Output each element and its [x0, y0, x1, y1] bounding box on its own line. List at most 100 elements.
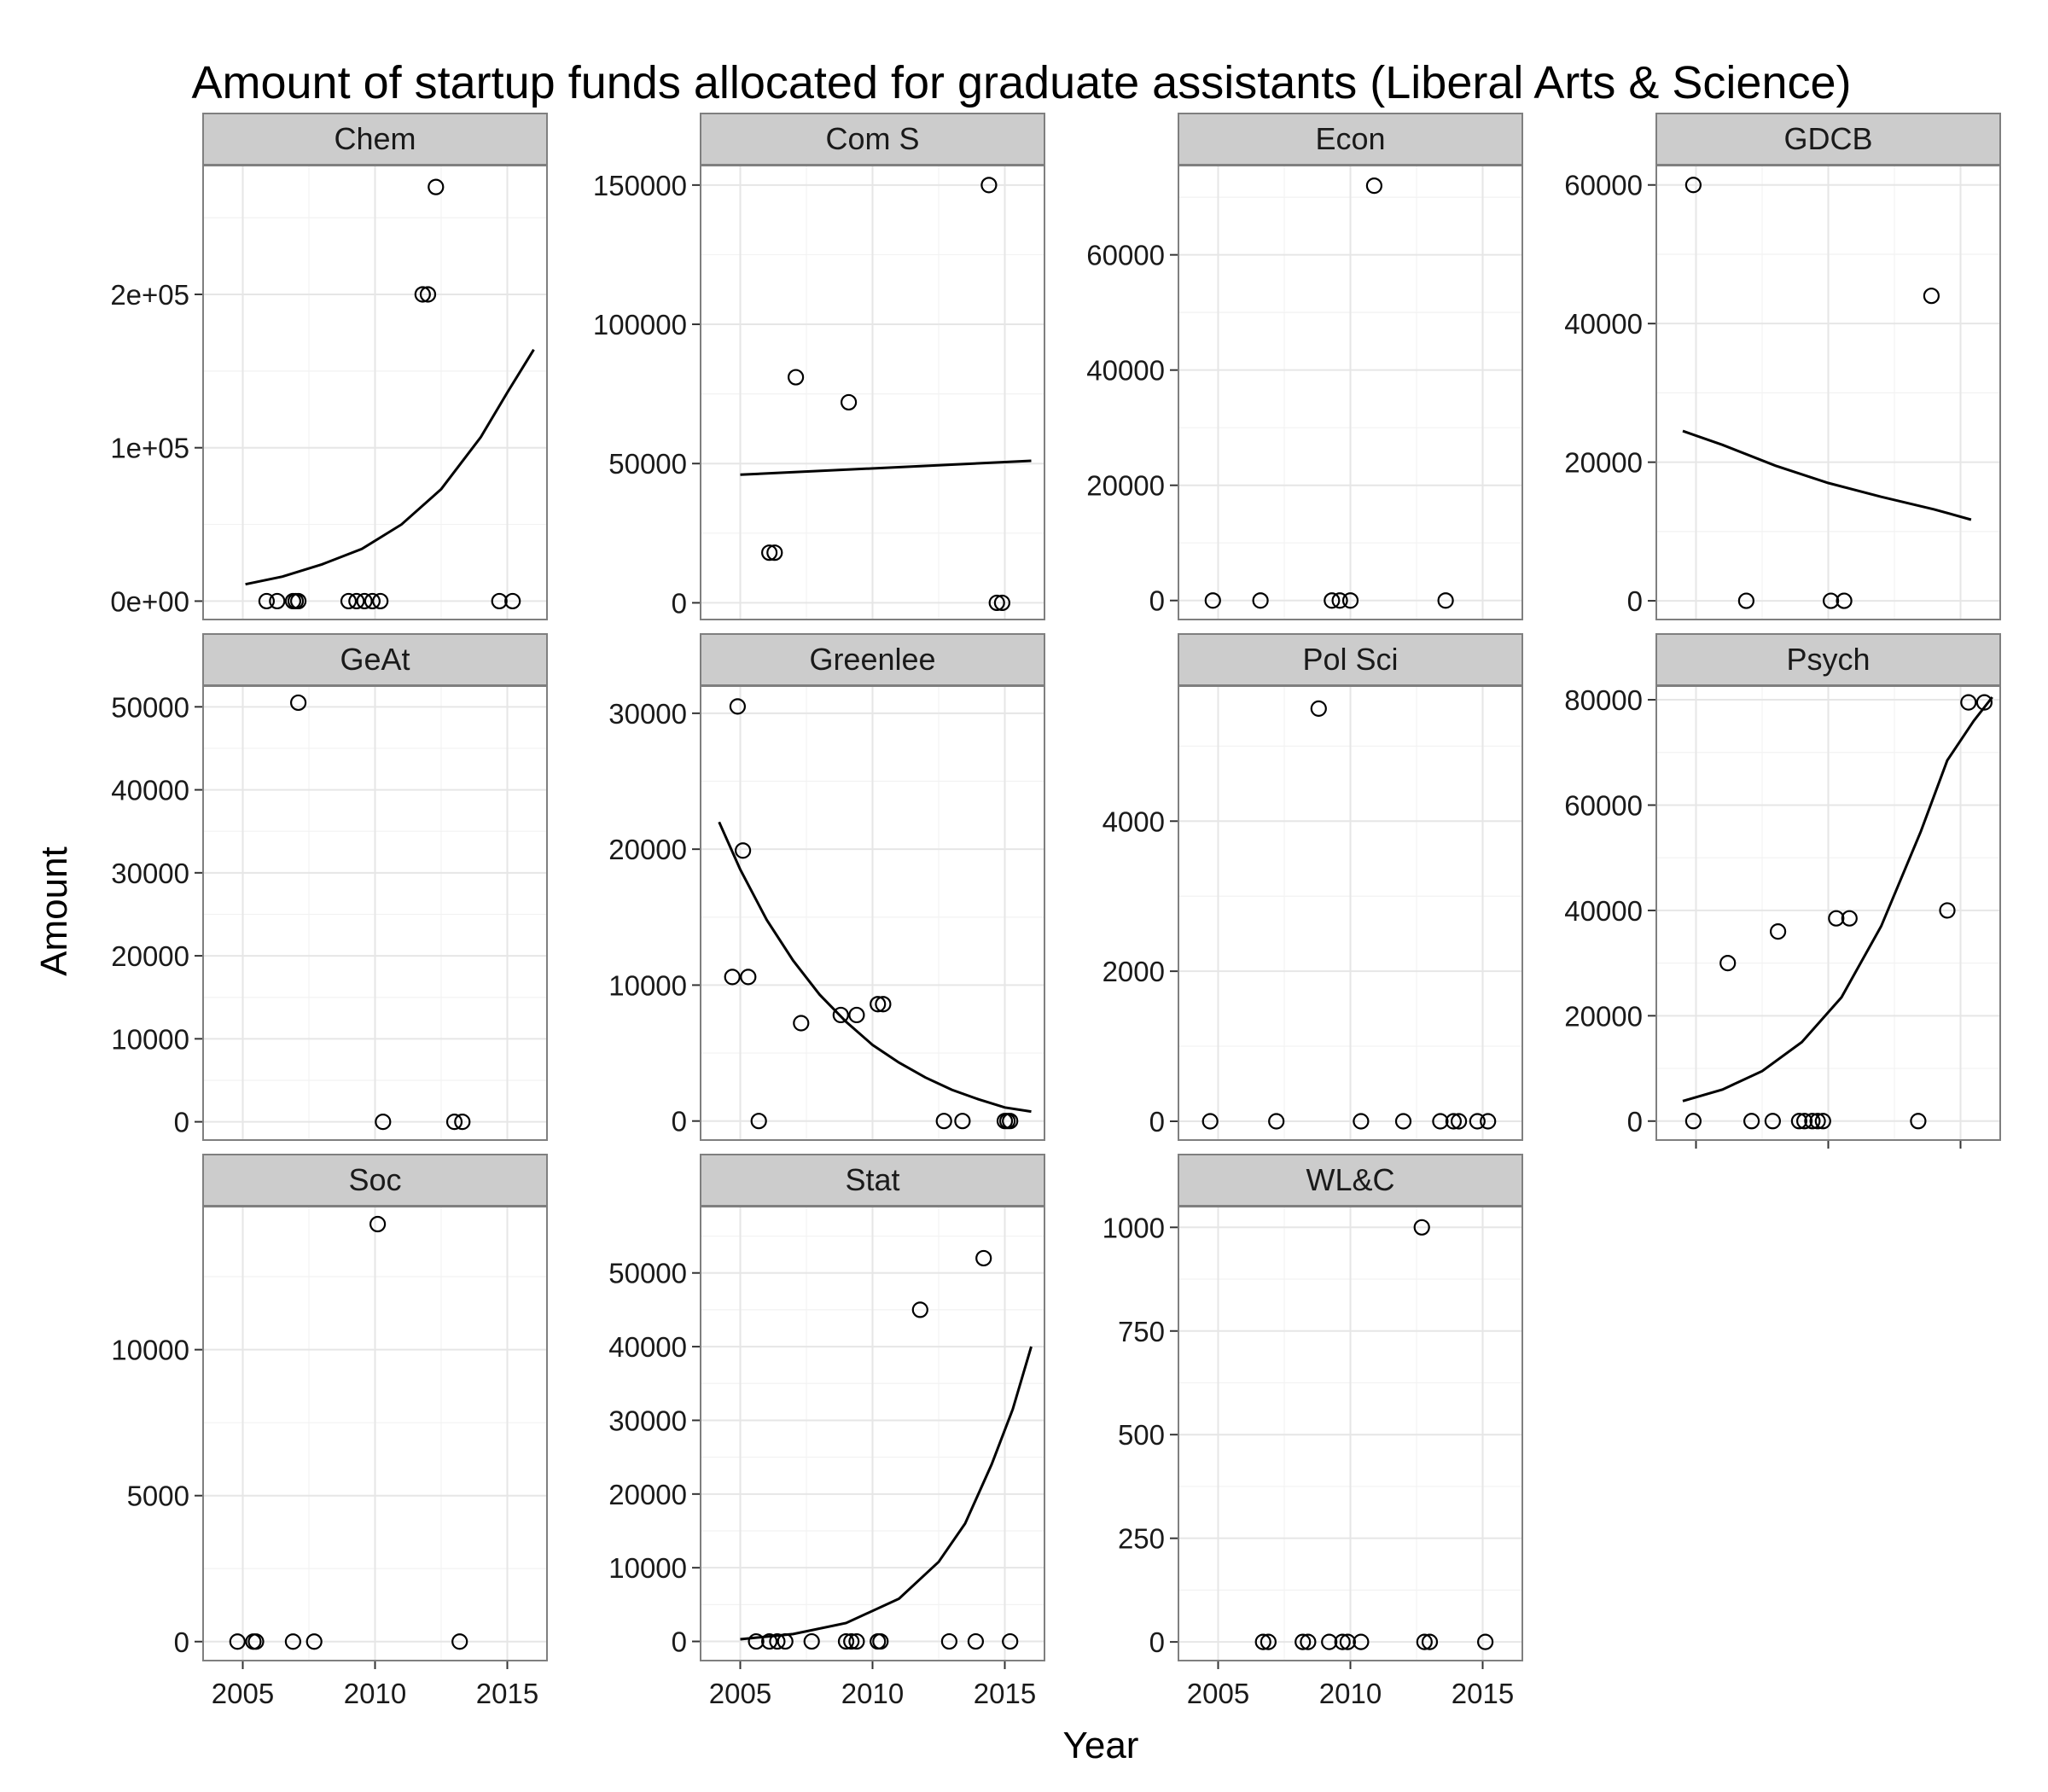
fit-line — [1682, 429, 1972, 521]
facet-panels: 0e+001e+052e+05Chem050000100000150000Com… — [110, 113, 2001, 1709]
facet-strip: GDCB — [1655, 113, 2001, 166]
data-point — [1002, 1632, 1019, 1650]
y-tick-label: 150000 — [593, 170, 687, 201]
y-tick-label: 30000 — [608, 698, 687, 730]
data-point — [1339, 1633, 1357, 1650]
data-point — [848, 1006, 865, 1024]
data-point — [1365, 177, 1383, 195]
strip-background — [700, 113, 1045, 166]
y-tick-label: 0e+00 — [110, 585, 189, 617]
data-point — [305, 1633, 323, 1650]
data-point — [1353, 1633, 1370, 1650]
data-point — [414, 286, 431, 303]
y-tick-label: 50000 — [111, 691, 189, 723]
data-point — [1975, 694, 1993, 711]
y-tick-label: 10000 — [608, 969, 687, 1001]
data-point — [1796, 1113, 1813, 1130]
data-point — [1684, 1113, 1702, 1130]
data-point — [348, 592, 365, 610]
facet-strip: WL&C — [1178, 1154, 1523, 1207]
data-point — [1828, 910, 1845, 927]
y-tick-label: 40000 — [111, 775, 189, 806]
y-tick-label: 80000 — [1564, 684, 1643, 716]
facet-strip: Econ — [1178, 113, 1523, 166]
y-tick-label: 0 — [1149, 1106, 1165, 1137]
y-tick-label: 20000 — [1086, 470, 1165, 502]
strip-background — [700, 1154, 1045, 1207]
data-point — [1394, 1113, 1412, 1130]
data-point — [229, 1633, 246, 1650]
data-point — [1823, 592, 1840, 609]
data-point — [967, 1632, 985, 1650]
x-axis-title: Year — [1063, 1725, 1139, 1766]
y-tick-label: 20000 — [111, 940, 189, 972]
data-point — [724, 969, 741, 986]
strip-label: Greenlee — [809, 642, 935, 677]
panel-psych: 0 20000 40000 60000 80000 Psych — [1564, 633, 2001, 1149]
data-point — [1960, 694, 1977, 711]
data-point — [375, 1114, 392, 1131]
panel-soc: 0 5000 10000 2005 2010 2015 Soc — [111, 1154, 548, 1709]
data-point — [777, 1632, 794, 1650]
data-point — [1321, 1633, 1338, 1650]
strip-background — [1178, 1154, 1523, 1207]
data-point — [740, 969, 757, 986]
y-tick-label: 0 — [1149, 1626, 1165, 1658]
fit-line — [1682, 696, 1993, 1103]
data-point — [1480, 1113, 1497, 1130]
data-point — [1809, 1113, 1826, 1130]
data-point — [369, 1215, 387, 1233]
data-point — [870, 996, 887, 1013]
data-point — [1413, 1219, 1430, 1236]
panel-wl-c: 0 250 500 750 1000 2005 2010 2015 WL&C — [1103, 1154, 1523, 1709]
y-tick-label: 30000 — [608, 1405, 687, 1436]
y-tick-label: 0 — [1149, 585, 1165, 617]
data-point — [1300, 1633, 1317, 1650]
data-point — [832, 1006, 849, 1024]
strip-label: WL&C — [1306, 1162, 1394, 1197]
strip-label: GeAt — [340, 642, 410, 677]
data-point — [1204, 592, 1221, 609]
y-tick-label: 0 — [672, 1626, 687, 1658]
data-point — [748, 1632, 765, 1650]
facet-strip: Com S — [700, 113, 1045, 166]
data-point — [356, 592, 373, 610]
strip-label: Psych — [1786, 642, 1870, 677]
y-tick-label: 50000 — [608, 1258, 687, 1289]
data-point — [1334, 1633, 1351, 1650]
x-tick-label: 2015 — [1452, 1678, 1514, 1709]
y-tick-label: 60000 — [1564, 789, 1643, 821]
data-point — [993, 594, 1011, 612]
panel-stat: 0 10000 20000 30000 40000 50000 2005 2010 2015 St… — [608, 1154, 1045, 1709]
data-point — [1770, 923, 1787, 940]
data-point — [935, 1113, 952, 1130]
facet-strip: Psych — [1655, 633, 2001, 686]
data-point — [1341, 592, 1359, 609]
panel-pol-sci: 0 2000 4000 Pol Sci — [1103, 633, 1523, 1141]
data-point — [940, 1632, 958, 1650]
y-tick-label: 1e+05 — [110, 433, 189, 464]
x-tick-label: 2010 — [841, 1678, 904, 1709]
data-point — [750, 1113, 767, 1130]
data-point — [290, 694, 307, 712]
data-point — [1295, 1633, 1312, 1650]
facet-strip: Stat — [700, 1154, 1045, 1207]
facet-strip: GeAt — [202, 633, 548, 686]
data-point — [454, 1114, 471, 1131]
data-point — [988, 594, 1005, 612]
data-point — [980, 177, 998, 194]
fit-line — [740, 459, 1032, 476]
data-point — [1743, 1113, 1760, 1130]
data-point — [491, 592, 508, 610]
y-tick-label: 20000 — [608, 1479, 687, 1510]
x-tick-label: 2015 — [476, 1678, 538, 1709]
panel-geat: 0 10000 20000 30000 40000 50000 GeAt — [111, 633, 548, 1141]
data-point — [766, 544, 783, 561]
data-point — [787, 369, 805, 386]
fit-line — [245, 348, 535, 586]
data-point — [1254, 1633, 1271, 1650]
data-point — [729, 698, 747, 715]
strip-background — [202, 633, 548, 686]
data-point — [1836, 592, 1853, 609]
